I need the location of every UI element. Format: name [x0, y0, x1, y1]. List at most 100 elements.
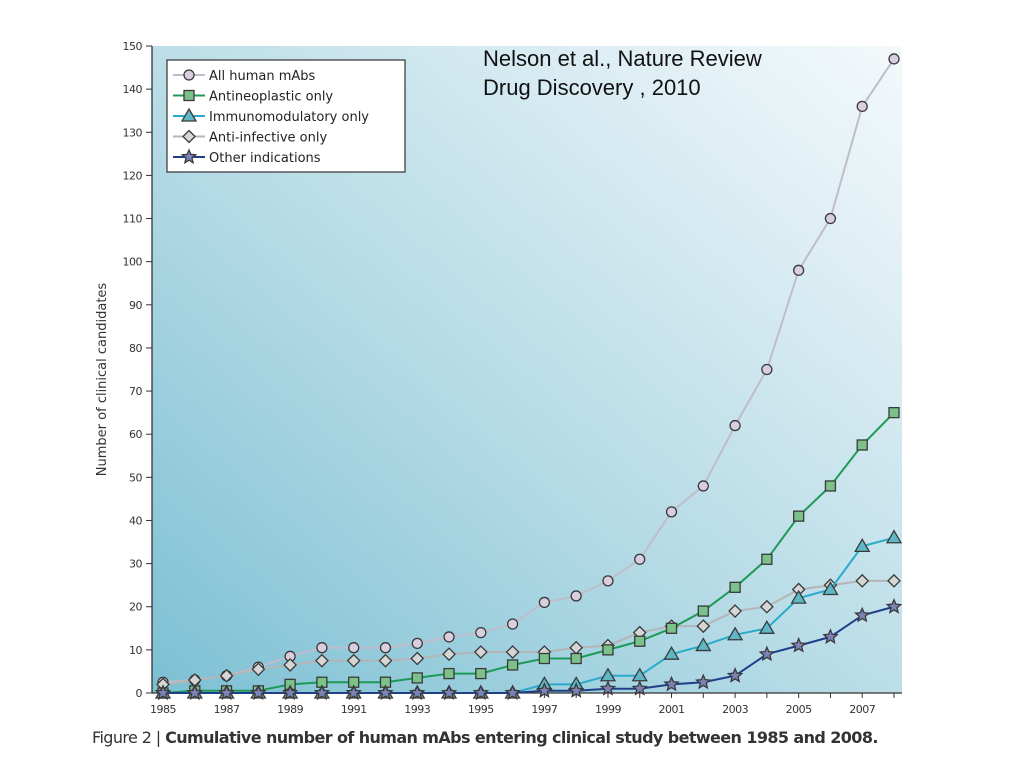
x-tick-label: 1985 [150, 703, 176, 716]
x-tick-label: 1991 [341, 703, 367, 716]
data-point-immunomodulatory-only [854, 538, 871, 552]
data-point-all-human-mabs [761, 363, 773, 376]
legend-marker-circle-icon [183, 69, 195, 81]
data-point-other-indications [472, 684, 490, 701]
data-point-antineoplastic-only [665, 622, 678, 634]
legend-marker-triangle-icon [180, 107, 198, 122]
data-point-other-indications [663, 675, 680, 692]
y-tick-label: 90 [129, 299, 142, 312]
x-tick-label: 1995 [468, 703, 494, 716]
x-tick-label: 1999 [595, 703, 621, 716]
data-point-antineoplastic-only [856, 439, 868, 451]
data-point-immunomodulatory-only [695, 637, 712, 652]
data-point-immunomodulatory-only [822, 581, 839, 596]
legend-item-anti-infective-only: Anti-infective only [173, 129, 327, 146]
legend-label: Antineoplastic only [209, 90, 333, 105]
data-point-antineoplastic-only [634, 635, 646, 647]
x-tick-label: 1997 [531, 703, 557, 716]
x-tick-label: 1993 [404, 703, 430, 716]
data-point-all-human-mabs [888, 53, 900, 65]
data-point-anti-infective-only [378, 653, 393, 668]
data-point-other-indications [885, 598, 903, 614]
data-point-other-indications [377, 684, 394, 701]
data-point-all-human-mabs [602, 575, 614, 587]
legend-label: All human mAbs [209, 69, 316, 84]
data-point-anti-infective-only [473, 645, 488, 659]
data-point-all-human-mabs [348, 642, 360, 654]
data-point-other-indications [409, 684, 426, 701]
y-tick-label: 20 [129, 601, 142, 614]
data-point-anti-infective-only [505, 645, 520, 659]
data-point-all-human-mabs [856, 100, 868, 113]
y-tick-label: 10 [129, 644, 142, 657]
data-point-immunomodulatory-only [885, 529, 903, 544]
legend-item-immunomodulatory-only: Immunomodulatory only [173, 107, 369, 125]
data-point-other-indications [186, 684, 203, 701]
data-point-other-indications [822, 628, 839, 644]
data-point-all-human-mabs [475, 626, 487, 639]
data-point-antineoplastic-only [888, 406, 900, 419]
data-point-antineoplastic-only [602, 644, 614, 656]
x-tick-label: 2003 [722, 703, 748, 716]
caption-text: Cumulative number of human mAbs entering… [165, 728, 878, 747]
data-point-antineoplastic-only [411, 672, 423, 684]
data-point-other-indications [154, 684, 172, 701]
x-tick-label: 1987 [214, 703, 240, 716]
y-tick-label: 150 [123, 40, 143, 53]
data-point-other-indications [440, 684, 458, 701]
legend-item-antineoplastic-only: Antineoplastic only [173, 90, 333, 105]
data-point-antineoplastic-only [793, 510, 805, 522]
data-point-anti-infective-only [314, 653, 329, 668]
y-tick-label: 70 [129, 385, 142, 398]
legend-label: Other indications [209, 151, 321, 166]
figure-caption: Figure 2 | Cumulative number of human mA… [92, 728, 878, 747]
data-point-antineoplastic-only [538, 652, 551, 665]
legend-item-all-human-mabs: All human mAbs [173, 69, 316, 84]
y-tick-label: 80 [129, 342, 142, 355]
y-tick-label: 60 [129, 428, 142, 441]
data-point-all-human-mabs [411, 637, 423, 650]
y-tick-label: 120 [123, 169, 143, 182]
data-point-other-indications [345, 684, 362, 701]
data-point-other-indications [854, 606, 871, 623]
citation-line-2: Drug Discovery , 2010 [483, 75, 701, 100]
y-tick-label: 40 [129, 514, 142, 527]
x-tick-label: 1989 [277, 703, 303, 716]
data-point-other-indications [758, 645, 776, 662]
data-point-all-human-mabs [443, 631, 455, 643]
data-point-immunomodulatory-only [758, 620, 776, 634]
data-point-antineoplastic-only [824, 480, 837, 492]
data-point-other-indications [695, 673, 712, 690]
x-tick-label: 2005 [786, 703, 812, 716]
data-point-all-human-mabs [538, 596, 551, 609]
data-point-all-human-mabs [316, 642, 328, 654]
data-point-all-human-mabs [634, 553, 646, 565]
data-point-all-human-mabs [729, 419, 741, 432]
citation-line-1: Nelson et al., Nature Review [483, 46, 762, 71]
data-point-immunomodulatory-only [726, 626, 744, 641]
data-point-antineoplastic-only [506, 659, 519, 671]
data-point-immunomodulatory-only [790, 589, 807, 604]
data-point-other-indications [504, 684, 521, 701]
data-point-other-indications [726, 667, 744, 683]
data-point-other-indications [218, 684, 235, 701]
series-other-indications [154, 598, 903, 701]
y-tick-label: 50 [129, 471, 142, 484]
data-point-anti-infective-only [887, 573, 901, 588]
data-point-other-indications [790, 636, 807, 653]
data-point-anti-infective-only [283, 658, 298, 672]
series-layer [154, 53, 903, 701]
data-point-anti-infective-only [855, 573, 870, 588]
data-point-all-human-mabs [379, 642, 392, 654]
x-tick-label: 2007 [849, 703, 875, 716]
data-point-antineoplastic-only [697, 605, 709, 617]
data-point-other-indications [250, 684, 267, 701]
legend-label: Anti-infective only [209, 131, 327, 146]
data-point-other-indications [313, 684, 331, 701]
legend-box [166, 59, 406, 173]
data-point-immunomodulatory-only [663, 645, 680, 660]
data-point-all-human-mabs [570, 590, 582, 602]
data-point-anti-infective-only [759, 599, 774, 614]
legend-item-other-indications: Other indications [173, 148, 321, 166]
